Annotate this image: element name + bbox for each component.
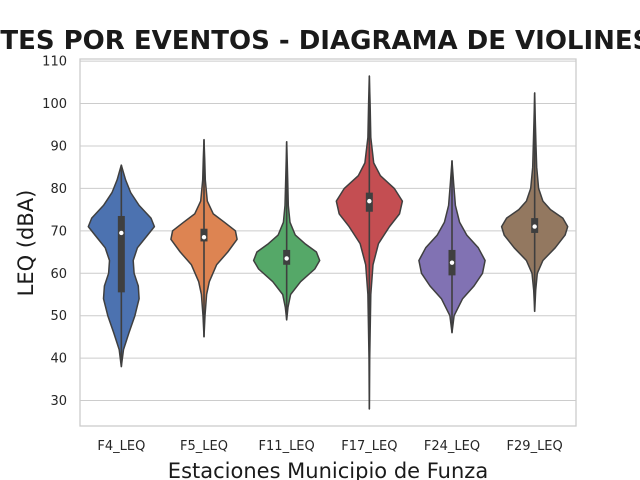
violin-median-point — [201, 234, 207, 240]
violin-F24_LEQ — [418, 160, 486, 334]
y-tick-label: 40 — [50, 352, 67, 367]
x-tick-label: F17_LEQ — [341, 439, 397, 454]
violin-F11_LEQ — [252, 140, 321, 321]
x-tick-label: F29_LEQ — [507, 439, 563, 454]
x-tick-label: F4_LEQ — [97, 439, 145, 454]
y-tick-label: 100 — [42, 97, 67, 112]
violin-median-point — [284, 256, 289, 261]
violin-median-point — [532, 224, 537, 229]
x-tick-labels: F4_LEQ F5_LEQ F11_LEQ F17_LEQ F24_LEQ F29_LEQ — [97, 439, 562, 454]
x-tick-label: F24_LEQ — [424, 439, 480, 454]
violin-F5_LEQ — [170, 138, 238, 338]
chart-title: NTES POR EVENTOS - DIAGRAMA DE VIOLINES — [0, 26, 640, 56]
y-tick-label: 70 — [50, 224, 67, 239]
x-axis-label: Estaciones Municipio de Funza — [168, 459, 488, 480]
x-tick-label: F11_LEQ — [259, 439, 315, 454]
violin-median-point — [367, 198, 372, 204]
violin-iqr-box — [117, 215, 125, 293]
y-tick-label: 90 — [50, 139, 67, 154]
y-tick-label: 30 — [50, 394, 67, 409]
violin-F17_LEQ — [335, 75, 404, 410]
y-tick-label: 110 — [42, 55, 67, 70]
y-tick-labels: 30 40 50 60 70 80 90 100 110 — [42, 55, 67, 409]
y-axis-label: LEQ (dBA) — [14, 190, 38, 297]
violin-median-point — [119, 230, 124, 236]
violin-F29_LEQ — [500, 92, 569, 313]
violin-F4_LEQ — [87, 164, 156, 368]
y-tick-label: 50 — [50, 309, 67, 324]
y-tick-label: 80 — [50, 182, 67, 197]
gridlines — [80, 60, 576, 402]
plot-frame — [79, 58, 577, 427]
x-tick-label: F5_LEQ — [180, 439, 228, 454]
y-tick-label: 60 — [50, 267, 67, 282]
violin-median-point — [449, 260, 455, 265]
violins — [87, 75, 569, 410]
